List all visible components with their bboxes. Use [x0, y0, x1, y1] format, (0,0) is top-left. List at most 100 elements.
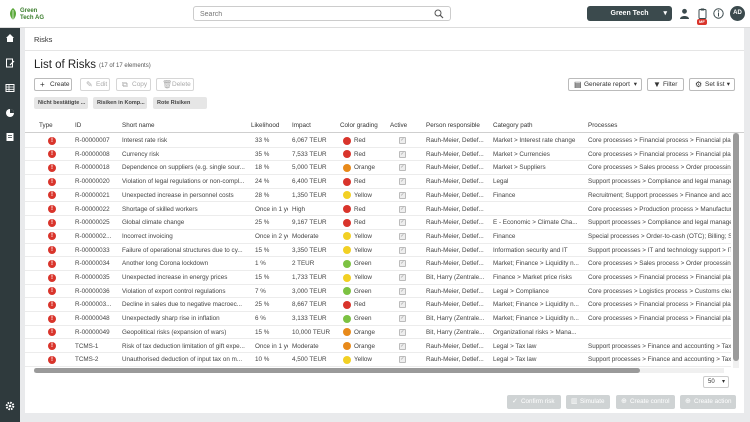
- cell-impact: 2 TEUR: [292, 260, 315, 268]
- table-row[interactable]: ! R-0000002... Incorrect invoicing Once in …: [25, 230, 731, 244]
- saved-filter-tag[interactable]: Rote Risiken: [153, 97, 207, 109]
- create-button[interactable]: + Create: [34, 78, 72, 91]
- gear-icon[interactable]: [5, 401, 15, 411]
- page-size-select[interactable]: 50 ▾: [703, 376, 729, 388]
- search-input[interactable]: [200, 9, 420, 19]
- table-row[interactable]: ! R-00000008 Currency risk 35 % 7,533 TEUR Re…: [25, 148, 731, 162]
- column-header-processes[interactable]: Processes: [588, 122, 618, 129]
- search-icon[interactable]: [434, 9, 444, 19]
- breadcrumb[interactable]: Risks: [34, 35, 53, 44]
- risk-type-icon: !: [48, 300, 56, 309]
- column-header-id[interactable]: ID: [75, 122, 82, 129]
- company-logo[interactable]: Green Tech AG: [8, 6, 48, 24]
- filter-button[interactable]: ▼ Filter: [647, 78, 684, 91]
- table-row[interactable]: ! R-00000035 Unexpected increase in energy…: [25, 271, 731, 285]
- pie-chart-icon[interactable]: [5, 108, 15, 118]
- active-checkbox: ✓: [399, 328, 406, 336]
- column-header-short-name[interactable]: Short name: [122, 122, 155, 129]
- scrollbar-thumb[interactable]: [733, 133, 739, 361]
- main-content: Risks List of Risks (17 of 17 elements) …: [25, 28, 744, 413]
- column-header-active[interactable]: Active: [390, 122, 408, 129]
- scrollbar-thumb[interactable]: [34, 368, 640, 373]
- top-bar: Green Tech AG Green Tech ▾ MF AD: [0, 0, 750, 28]
- table-row[interactable]: ! R-00000021 Unexpected increase in person…: [25, 189, 731, 203]
- cell-likelihood: 15 %: [255, 328, 270, 336]
- color-grading-dot: [343, 287, 351, 296]
- table-row[interactable]: ! R-00000007 Interest rate risk 33 % 6,067 T…: [25, 134, 731, 148]
- table-row[interactable]: ! TCMS-2 Unauthorised deduction of input t…: [25, 353, 731, 367]
- cell-processes: Core processes > Logistics process > Cus…: [588, 287, 731, 295]
- cell-color-grading: Red: [354, 178, 366, 186]
- register-icon[interactable]: [5, 132, 15, 142]
- cell-likelihood: Once in 2 ye: [255, 232, 288, 240]
- table-row[interactable]: ! R-00000018 Dependence on suppliers (e.g.…: [25, 161, 731, 176]
- home-icon[interactable]: [5, 33, 15, 43]
- active-checkbox: ✓: [399, 205, 406, 213]
- cell-person-responsible: Rauh-Meier, Detlef...: [426, 219, 484, 227]
- cell-color-grading: Yellow: [354, 246, 372, 254]
- column-header-likelihood[interactable]: Likelihood: [251, 122, 280, 129]
- risk-type-icon: !: [48, 232, 56, 241]
- table-row[interactable]: ! R-0000003... Decline in sales due to neg…: [25, 298, 731, 313]
- color-grading-dot: [343, 314, 351, 323]
- cell-person-responsible: Bit, Harry (Zentrale...: [426, 315, 485, 323]
- simulate-button[interactable]: ▥ Simulate: [566, 395, 610, 409]
- cell-processes: Support processes > Compliance and legal…: [588, 178, 731, 186]
- table-row[interactable]: ! R-00000020 Violation of legal regulation…: [25, 175, 731, 189]
- risk-type-icon: !: [48, 259, 56, 268]
- document-edit-icon[interactable]: [5, 58, 15, 68]
- table-row[interactable]: ! TCMS-1 Risk of tax deduction limitation …: [25, 340, 731, 354]
- column-header-color-grading[interactable]: Color grading: [340, 122, 378, 129]
- generate-report-button[interactable]: ▤ Generate report ▾: [568, 78, 642, 91]
- info-icon[interactable]: [713, 8, 724, 19]
- table-icon[interactable]: [5, 83, 15, 93]
- table-row[interactable]: ! R-00000049 Geopolitical risks (expansion…: [25, 326, 731, 340]
- column-header-person-responsible[interactable]: Person responsible: [426, 122, 480, 129]
- cell-short-name: Geopolitical risks (expansion of wars): [122, 328, 227, 336]
- cell-likelihood: 33 %: [255, 137, 270, 144]
- clipboard-icon[interactable]: [697, 8, 708, 19]
- saved-filter-tag[interactable]: Nicht bestätigte ...: [34, 97, 88, 109]
- avatar[interactable]: AD: [730, 6, 745, 21]
- create-control-button[interactable]: ⊕ Create control: [616, 395, 675, 409]
- table-row[interactable]: ! R-00000033 Failure of operational struct…: [25, 244, 731, 258]
- column-header-type[interactable]: Type: [39, 122, 53, 129]
- table-row[interactable]: ! R-00000036 Violation of export control r…: [25, 285, 731, 299]
- cell-processes: Core processes > Financial process > Fin…: [588, 301, 731, 309]
- cell-id: R-00000035: [75, 274, 110, 281]
- logo-text-line1: Green: [20, 8, 38, 14]
- confirm-risk-button[interactable]: ✓ Confirm risk: [507, 395, 561, 409]
- cell-likelihood: 35 %: [255, 150, 270, 158]
- table-row[interactable]: ! R-00000022 Shortage of skilled workers On…: [25, 203, 731, 217]
- cell-likelihood: 24 %: [255, 178, 270, 186]
- cell-person-responsible: Rauh-Meier, Detlef...: [426, 205, 484, 213]
- cell-id: R-00000008: [75, 150, 110, 158]
- column-header-impact[interactable]: Impact: [292, 122, 311, 129]
- table-row[interactable]: ! R-00000025 Global climate change 25 % 9,16…: [25, 216, 731, 230]
- cell-impact: 3,000 TEUR: [292, 287, 327, 295]
- global-search[interactable]: [193, 6, 451, 21]
- cell-id: R-00000036: [75, 287, 110, 295]
- cell-impact: Moderate: [292, 232, 319, 240]
- saved-filter-tag[interactable]: Risiken in Komp...: [93, 97, 147, 109]
- copy-button[interactable]: ⧉ Copy: [116, 78, 151, 91]
- element-count: (17 of 17 elements): [99, 63, 151, 69]
- table-row[interactable]: ! R-00000034 Another long Corona lockdown 1…: [25, 257, 731, 271]
- table-row[interactable]: ! R-00000048 Unexpectedly sharp rise in in…: [25, 312, 731, 326]
- tenant-selector[interactable]: Green Tech ▾: [587, 6, 672, 21]
- set-list-button[interactable]: ⚙ Set list ▾: [689, 78, 735, 91]
- create-action-button[interactable]: ⊕ Create action: [680, 395, 736, 409]
- column-header-category-path[interactable]: Category path: [493, 122, 533, 129]
- cell-person-responsible: Bit, Harry (Zentrale...: [426, 328, 485, 336]
- active-checkbox: ✓: [399, 232, 406, 240]
- cell-color-grading: Yellow: [354, 232, 372, 240]
- vertical-scrollbar[interactable]: [733, 133, 739, 368]
- color-grading-dot: [343, 246, 351, 255]
- horizontal-scrollbar[interactable]: [34, 368, 724, 373]
- delete-button[interactable]: 🗑 Delete: [156, 78, 194, 91]
- cell-color-grading: Orange: [354, 328, 376, 336]
- plus-circle-icon: ⊕: [621, 398, 627, 405]
- edit-button[interactable]: ✎ Edit: [80, 78, 110, 91]
- user-icon[interactable]: [679, 8, 690, 19]
- color-grading-dot: [343, 328, 351, 337]
